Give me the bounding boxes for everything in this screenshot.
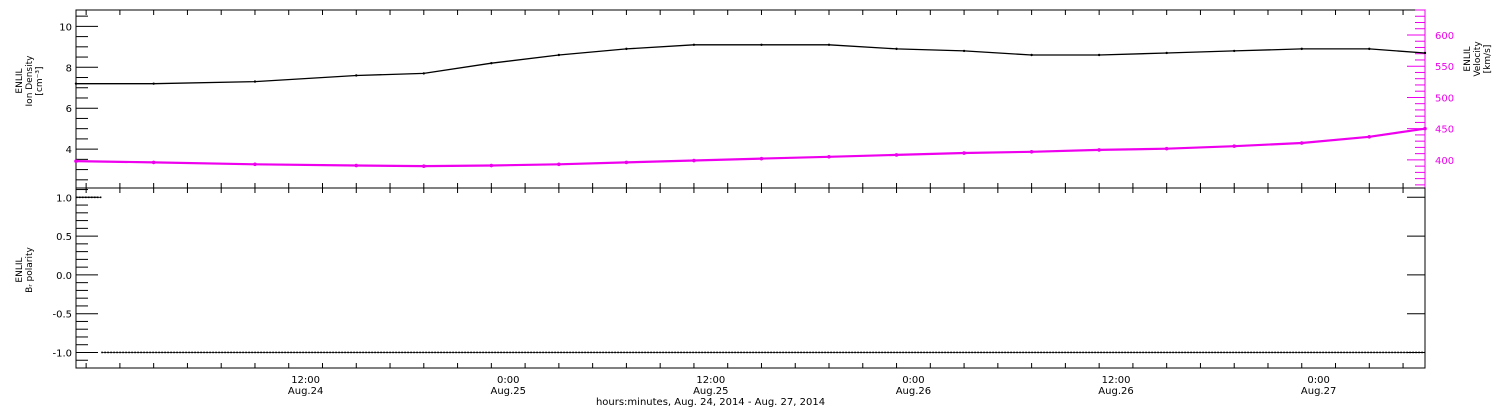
polarity-tick-label: -1.0 [52,348,72,359]
velocity-point [151,160,156,165]
polarity-tick-label: 0.0 [56,271,72,282]
bottom-x-axis [85,188,1404,368]
velocity-line [75,127,1426,168]
ion-density-point [422,72,426,75]
ion-density-point [692,43,696,46]
x-tick-date-label: Aug.25 [693,386,728,397]
x-tick-time-label: 0:00 [497,375,519,386]
velocity-point [894,153,899,157]
velocity-point [692,158,696,163]
velocity-point [354,163,359,168]
x-tick-time-label: 0:00 [1307,375,1329,386]
axis-label-line: [km/s] [1483,45,1493,74]
x-tick-labels: 12:00Aug.240:00Aug.2512:00Aug.250:00Aug.… [288,375,1336,397]
ion-density-point [1423,51,1427,55]
velocity-point [759,156,764,161]
ion-density-point [625,47,628,51]
velocity-point [1299,141,1304,145]
polarity-tick-label: 1.0 [56,193,72,204]
velocity-tick-label: 600 [1435,31,1454,42]
ion-density-point [895,47,898,51]
ion-density-point [962,49,966,53]
velocity-tick-label: 450 [1435,125,1454,136]
velocity-axis-label: ENLILVelocity[km/s] [1463,41,1493,77]
polarity-tick-label: -0.5 [52,310,72,321]
ion-density-point [827,43,831,46]
axis-label-line: [cm⁻³] [35,66,45,95]
ion-density-tick-label: 6 [66,104,72,115]
velocity-tick-label: 500 [1435,93,1454,104]
ion-density-axis-label: ENLILIon Density[cm⁻³] [15,55,45,107]
velocity-point [1232,144,1237,148]
velocity-tick-label: 400 [1435,156,1454,167]
velocity-point [1097,148,1101,152]
velocity-point [422,164,426,168]
ion-density-point [1165,51,1168,55]
velocity-point [827,154,831,159]
x-tick-date-label: Aug.26 [1098,386,1133,397]
axis-label-line: Ion Density [25,55,35,107]
ion-density-point [1368,47,1371,51]
axis-label-line: Bᵣ polarity [25,246,35,292]
velocity-point [1423,126,1427,131]
ion-density-point [253,80,257,83]
top-left-axis: 4 6 8 10 [59,15,98,181]
bottom-panel-frame [75,187,1426,369]
velocity-point [1029,149,1034,154]
x-tick-time-label: 12:00 [1102,375,1131,386]
velocity-point [962,151,966,155]
velocity-point [557,162,561,167]
x-tick-date-label: Aug.27 [1301,386,1336,397]
bottom-panel: -1.0 -0.5 0.0 0.5 1.0 ENLILBᵣ polarity [15,187,1426,369]
axis-label-line: ENLIL [1463,46,1473,71]
ion-density-tick-label: 10 [59,22,72,33]
x-tick-time-label: 0:00 [902,375,924,386]
x-tick-time-label: 12:00 [291,375,320,386]
ion-density-point [1300,47,1303,51]
axis-label-line: Velocity [1473,41,1483,77]
ion-density-point [74,82,78,85]
velocity-point [1164,146,1169,151]
ion-density-point [152,82,155,85]
bottom-series [76,196,1425,354]
ion-density-point [557,53,561,57]
ion-density-point [1097,53,1101,57]
axis-label-line: ENLIL [15,68,25,93]
x-tick-date-label: Aug.24 [288,386,323,397]
velocity-point [624,160,629,165]
top-series [74,43,1427,168]
ion-density-point [355,74,358,77]
x-axis-title: hours:minutes, Aug. 24, 2014 - Aug. 27, … [596,397,825,408]
ion-density-point [1030,53,1033,57]
ion-density-line [76,44,1426,85]
ion-density-point [760,43,763,46]
polarity-tick-label: 0.5 [56,232,72,243]
velocity-point [253,162,257,167]
br-polarity-axis-label: ENLILBᵣ polarity [15,246,35,292]
x-tick-date-label: Aug.25 [491,386,526,397]
ion-density-point [490,61,493,65]
ion-density-tick-label: 8 [66,63,72,74]
velocity-point [1367,134,1372,139]
x-tick-date-label: Aug.26 [896,386,931,397]
axis-label-line: ENLIL [15,257,25,282]
velocity-tick-label: 550 [1435,62,1454,73]
velocity-point [489,163,494,168]
ion-density-tick-label: 4 [66,145,72,156]
top-x-axis [85,10,1404,188]
x-tick-time-label: 12:00 [696,375,725,386]
ion-density-point [1233,49,1236,53]
top-right-axis: 400 450 500 550 600 [1407,9,1454,188]
velocity-point [74,159,78,163]
